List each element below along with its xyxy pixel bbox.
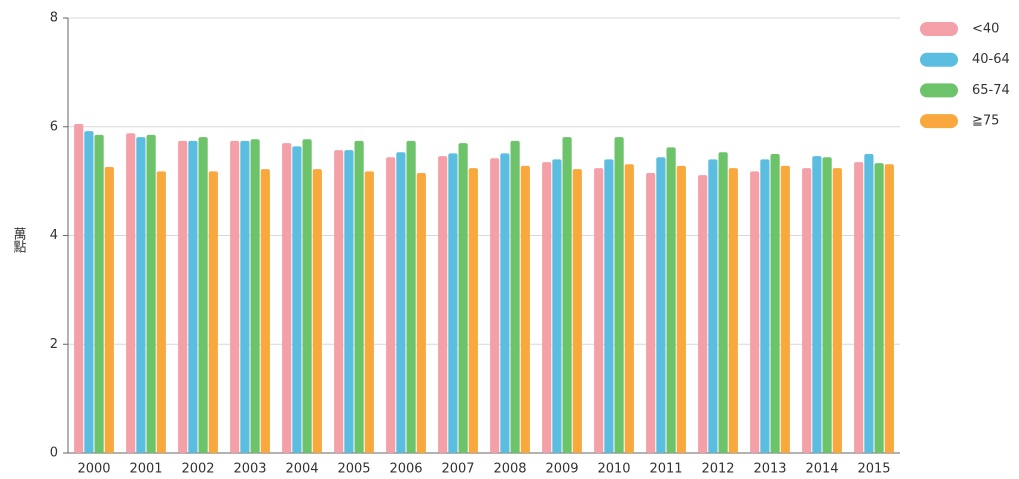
bar: [874, 163, 884, 453]
bar: [354, 140, 364, 453]
bar: [74, 124, 84, 453]
bar: [386, 157, 396, 453]
bar: [146, 134, 156, 453]
bar: [490, 158, 500, 453]
legend-label: <40: [972, 22, 999, 37]
bar: [854, 162, 864, 453]
bar: [156, 171, 166, 453]
bar: [864, 153, 874, 453]
bar: [760, 159, 770, 453]
bar: [240, 140, 250, 453]
bar: [718, 152, 728, 453]
x-tick-label: 2011: [649, 462, 682, 477]
bar: [520, 165, 530, 453]
bar: [208, 171, 218, 453]
bar: [728, 168, 738, 453]
bar: [510, 140, 520, 453]
x-tick-label: 2006: [389, 462, 422, 477]
legend-label: ≧75: [972, 114, 999, 129]
bar: [572, 169, 582, 453]
y-tick-label: 0: [50, 446, 58, 461]
bar: [614, 137, 624, 454]
bar: [250, 139, 260, 453]
bar: [646, 172, 656, 453]
bar: [292, 146, 302, 453]
x-tick-label: 2004: [285, 462, 318, 477]
bar: [364, 171, 374, 453]
x-tick-label: 2008: [493, 462, 526, 477]
bar: [260, 169, 270, 453]
y-tick-label: 4: [50, 228, 58, 243]
bar: [396, 152, 406, 453]
bar: [500, 153, 510, 454]
bar: [136, 137, 146, 454]
bar: [188, 140, 198, 453]
x-tick-label: 2003: [233, 462, 266, 477]
legend-label: 65-74: [972, 83, 1010, 98]
bar: [458, 143, 468, 453]
bar: [416, 172, 426, 453]
bar: [438, 156, 448, 454]
bar: [406, 140, 416, 453]
bar: [698, 175, 708, 454]
bar: [198, 137, 208, 454]
legend-swatch: [920, 83, 958, 98]
bar: [448, 153, 458, 454]
bar: [604, 159, 614, 453]
bar: [552, 159, 562, 453]
y-tick-label: 2: [50, 337, 58, 352]
bar: [884, 164, 894, 454]
bar: [312, 169, 322, 453]
bar: [812, 156, 822, 454]
bar: [562, 137, 572, 454]
bar: [542, 162, 552, 453]
bar: [302, 139, 312, 453]
bar: [282, 143, 292, 453]
bar: [624, 164, 634, 454]
bar: [94, 134, 104, 453]
legend-swatch: [920, 22, 958, 36]
bar: [708, 159, 718, 453]
x-tick-label: 2013: [753, 462, 786, 477]
bar: [770, 153, 780, 453]
bar: [750, 171, 760, 453]
bar: [822, 157, 832, 453]
legend-swatch: [920, 114, 958, 129]
legend-label: 40-64: [972, 52, 1010, 67]
x-tick-label: 2007: [441, 462, 474, 477]
y-tick-label: 6: [50, 119, 58, 134]
bar: [666, 147, 676, 453]
x-tick-label: 2002: [181, 462, 214, 477]
y-tick-label: 8: [50, 11, 58, 26]
x-tick-label: 2015: [857, 462, 890, 477]
bar: [344, 150, 354, 453]
x-tick-label: 2005: [337, 462, 370, 477]
bar: [656, 157, 666, 453]
x-tick-label: 2009: [545, 462, 578, 477]
bar: [802, 168, 812, 453]
bar: [84, 131, 94, 453]
bar: [126, 133, 136, 453]
bar: [676, 165, 686, 453]
x-tick-label: 2014: [805, 462, 838, 477]
bar: [230, 140, 240, 453]
y-axis-label: 萬點: [11, 227, 27, 253]
x-tick-label: 2012: [701, 462, 734, 477]
bar: [334, 150, 344, 453]
bar: [104, 166, 114, 454]
bar: [594, 168, 604, 453]
bar: [178, 140, 188, 453]
x-tick-label: 2010: [597, 462, 630, 477]
x-tick-label: 2001: [129, 462, 162, 477]
x-tick-label: 2000: [77, 462, 110, 477]
bar: [468, 168, 478, 453]
legend-swatch: [920, 52, 958, 67]
bar: [832, 168, 842, 453]
bar: [780, 165, 790, 453]
